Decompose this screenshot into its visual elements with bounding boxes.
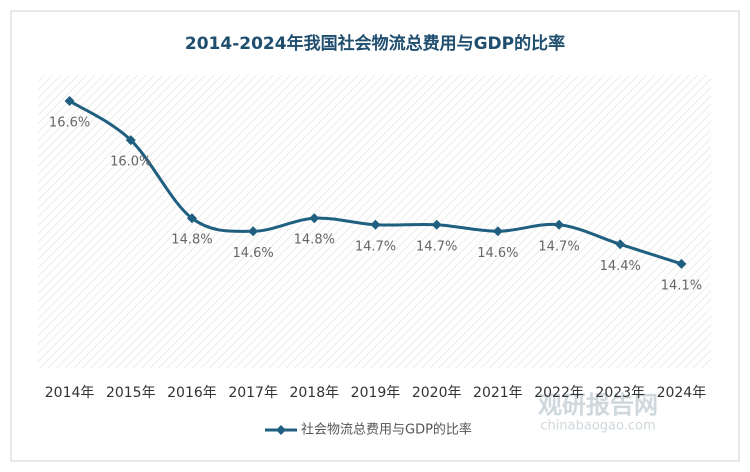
- value-label: 14.7%: [416, 239, 457, 254]
- value-label: 14.6%: [477, 246, 518, 261]
- value-label: 14.8%: [171, 233, 212, 248]
- marker: [554, 219, 565, 230]
- watermark-brand: 观研报告网: [538, 391, 658, 419]
- marker: [431, 219, 442, 230]
- x-tick-label: 2024年: [657, 385, 707, 401]
- value-label: 14.4%: [600, 259, 641, 274]
- marker: [248, 226, 259, 237]
- marker: [64, 96, 75, 107]
- x-tick-label: 2017年: [228, 385, 278, 401]
- value-label: 14.6%: [232, 246, 273, 261]
- marker: [370, 219, 381, 230]
- x-tick-label: 2021年: [473, 385, 523, 401]
- x-tick-label: 2023年: [595, 385, 645, 401]
- marker: [125, 135, 136, 146]
- marker: [676, 258, 687, 269]
- x-tick-label: 2018年: [289, 385, 339, 401]
- legend-label: 社会物流总费用与GDP的比率: [301, 422, 472, 438]
- value-label: 16.0%: [110, 155, 151, 170]
- x-tick-label: 2014年: [45, 385, 95, 401]
- marker: [615, 239, 626, 250]
- x-tick-label: 2020年: [412, 385, 462, 401]
- value-label: 14.7%: [538, 239, 579, 254]
- x-tick-label: 2015年: [106, 385, 156, 401]
- marker: [492, 226, 503, 237]
- marker: [309, 213, 320, 224]
- x-tick-label: 2022年: [534, 385, 584, 401]
- value-label: 14.1%: [661, 278, 702, 293]
- x-tick-label: 2019年: [351, 385, 401, 401]
- series-line: [68, 99, 682, 266]
- watermark-site: chinabaogao.com: [540, 419, 655, 434]
- chart-title: 2014-2024年我国社会物流总费用与GDP的比率: [185, 33, 565, 54]
- x-tick-label: 2016年: [167, 385, 217, 401]
- value-label: 14.7%: [355, 239, 396, 254]
- legend-marker: [276, 425, 286, 435]
- marker: [186, 213, 197, 224]
- value-label: 16.6%: [49, 116, 90, 131]
- value-label: 14.8%: [294, 233, 335, 248]
